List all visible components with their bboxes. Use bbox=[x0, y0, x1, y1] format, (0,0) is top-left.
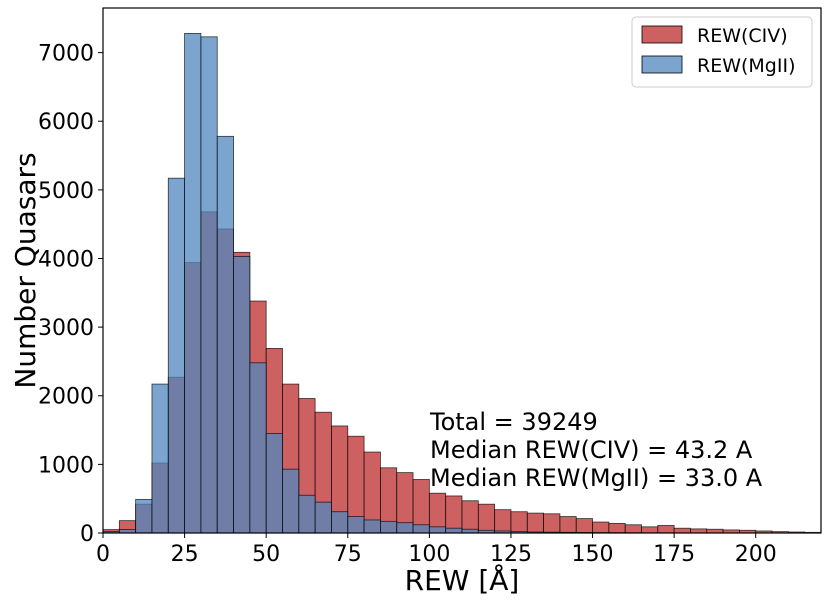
annotation-block: Total = 39249 Median REW(CIV) = 43.2 A M… bbox=[429, 408, 763, 492]
mgii-bar-25 bbox=[184, 32, 202, 534]
civ-bar-155 bbox=[608, 522, 626, 534]
y-tick-label-2000: 2000 bbox=[38, 385, 94, 410]
civ-bar-105 bbox=[445, 495, 463, 534]
y-tick-label-5000: 5000 bbox=[38, 179, 94, 204]
legend-label-civ: REW(CIV) bbox=[697, 25, 788, 47]
x-tick-label-50: 50 bbox=[252, 542, 280, 567]
y-axis-ticks: 0 1000 2000 3000 4000 5000 6000 7000 bbox=[38, 42, 103, 547]
mgii-bar-75 bbox=[347, 516, 365, 534]
civ-bar-130 bbox=[526, 512, 544, 534]
mgii-bar-95 bbox=[412, 524, 430, 534]
plot-frame bbox=[102, 7, 822, 534]
civ-bar-110 bbox=[461, 500, 479, 534]
legend-swatch-civ bbox=[641, 25, 683, 44]
mgii-bar-80 bbox=[363, 519, 381, 534]
y-tick-label-1000: 1000 bbox=[38, 453, 94, 478]
mgii-bar-70 bbox=[331, 511, 349, 534]
legend-swatch-mgii bbox=[641, 55, 683, 74]
mgii-bar-20 bbox=[167, 177, 185, 534]
civ-bar-120 bbox=[494, 509, 512, 534]
civ-bar-135 bbox=[543, 513, 561, 534]
civ-bar-165 bbox=[641, 526, 659, 534]
y-tick-label-4000: 4000 bbox=[38, 247, 94, 272]
civ-bar-140 bbox=[559, 516, 577, 534]
legend-label-mgii: REW(MgII) bbox=[697, 55, 795, 77]
x-tick-label-125: 125 bbox=[490, 542, 532, 567]
mgii-bar-40 bbox=[233, 256, 251, 534]
y-tick-label-6000: 6000 bbox=[38, 110, 94, 135]
x-axis-title: REW [Å] bbox=[405, 563, 520, 597]
mgii-bar-105 bbox=[445, 527, 463, 534]
civ-bar-180 bbox=[690, 528, 708, 534]
mgii-bar-50 bbox=[265, 433, 283, 534]
x-tick-label-200: 200 bbox=[735, 542, 777, 567]
x-axis-ticks: 0 25 50 75 100 125 150 175 200 bbox=[96, 533, 777, 567]
x-tick-label-100: 100 bbox=[408, 542, 450, 567]
mgii-bar-30 bbox=[200, 36, 218, 534]
civ-bar-160 bbox=[624, 524, 642, 534]
civ-bar-175 bbox=[673, 527, 691, 534]
y-tick-label-0: 0 bbox=[80, 522, 94, 547]
civ-bar-115 bbox=[477, 503, 496, 534]
mgii-bar-45 bbox=[249, 362, 267, 534]
legend: REW(CIV) REW(MgII) bbox=[631, 16, 813, 88]
y-tick-label-7000: 7000 bbox=[38, 42, 94, 67]
mgii-bar-60 bbox=[298, 494, 316, 534]
annotation-median-civ: Median REW(CIV) = 43.2 A bbox=[430, 436, 753, 464]
civ-bar-150 bbox=[592, 521, 610, 534]
mgii-bar-65 bbox=[314, 501, 332, 534]
x-tick-label-75: 75 bbox=[334, 542, 362, 567]
mgii-bar-15 bbox=[151, 383, 169, 534]
y-axis-title: Number Quasars bbox=[9, 152, 42, 388]
mgii-bar-10 bbox=[135, 498, 153, 534]
x-tick-label-0: 0 bbox=[96, 542, 110, 567]
x-tick-label-150: 150 bbox=[572, 542, 614, 567]
mgii-bar-90 bbox=[396, 522, 414, 534]
civ-bar-145 bbox=[575, 518, 593, 534]
mgii-bar-85 bbox=[380, 520, 398, 534]
annotation-total: Total = 39249 bbox=[429, 408, 598, 436]
civ-bar-125 bbox=[510, 511, 528, 534]
x-tick-label-25: 25 bbox=[171, 542, 199, 567]
mgii-bar-100 bbox=[428, 526, 447, 534]
x-tick-label-175: 175 bbox=[653, 542, 695, 567]
annotation-median-mgii: Median REW(MgII) = 33.0 A bbox=[430, 464, 763, 492]
mgii-bar-35 bbox=[216, 135, 234, 534]
civ-bar-170 bbox=[657, 525, 675, 534]
mgii-bar-55 bbox=[282, 468, 300, 534]
y-tick-label-3000: 3000 bbox=[38, 316, 94, 341]
mgii-bars-group bbox=[102, 32, 773, 534]
